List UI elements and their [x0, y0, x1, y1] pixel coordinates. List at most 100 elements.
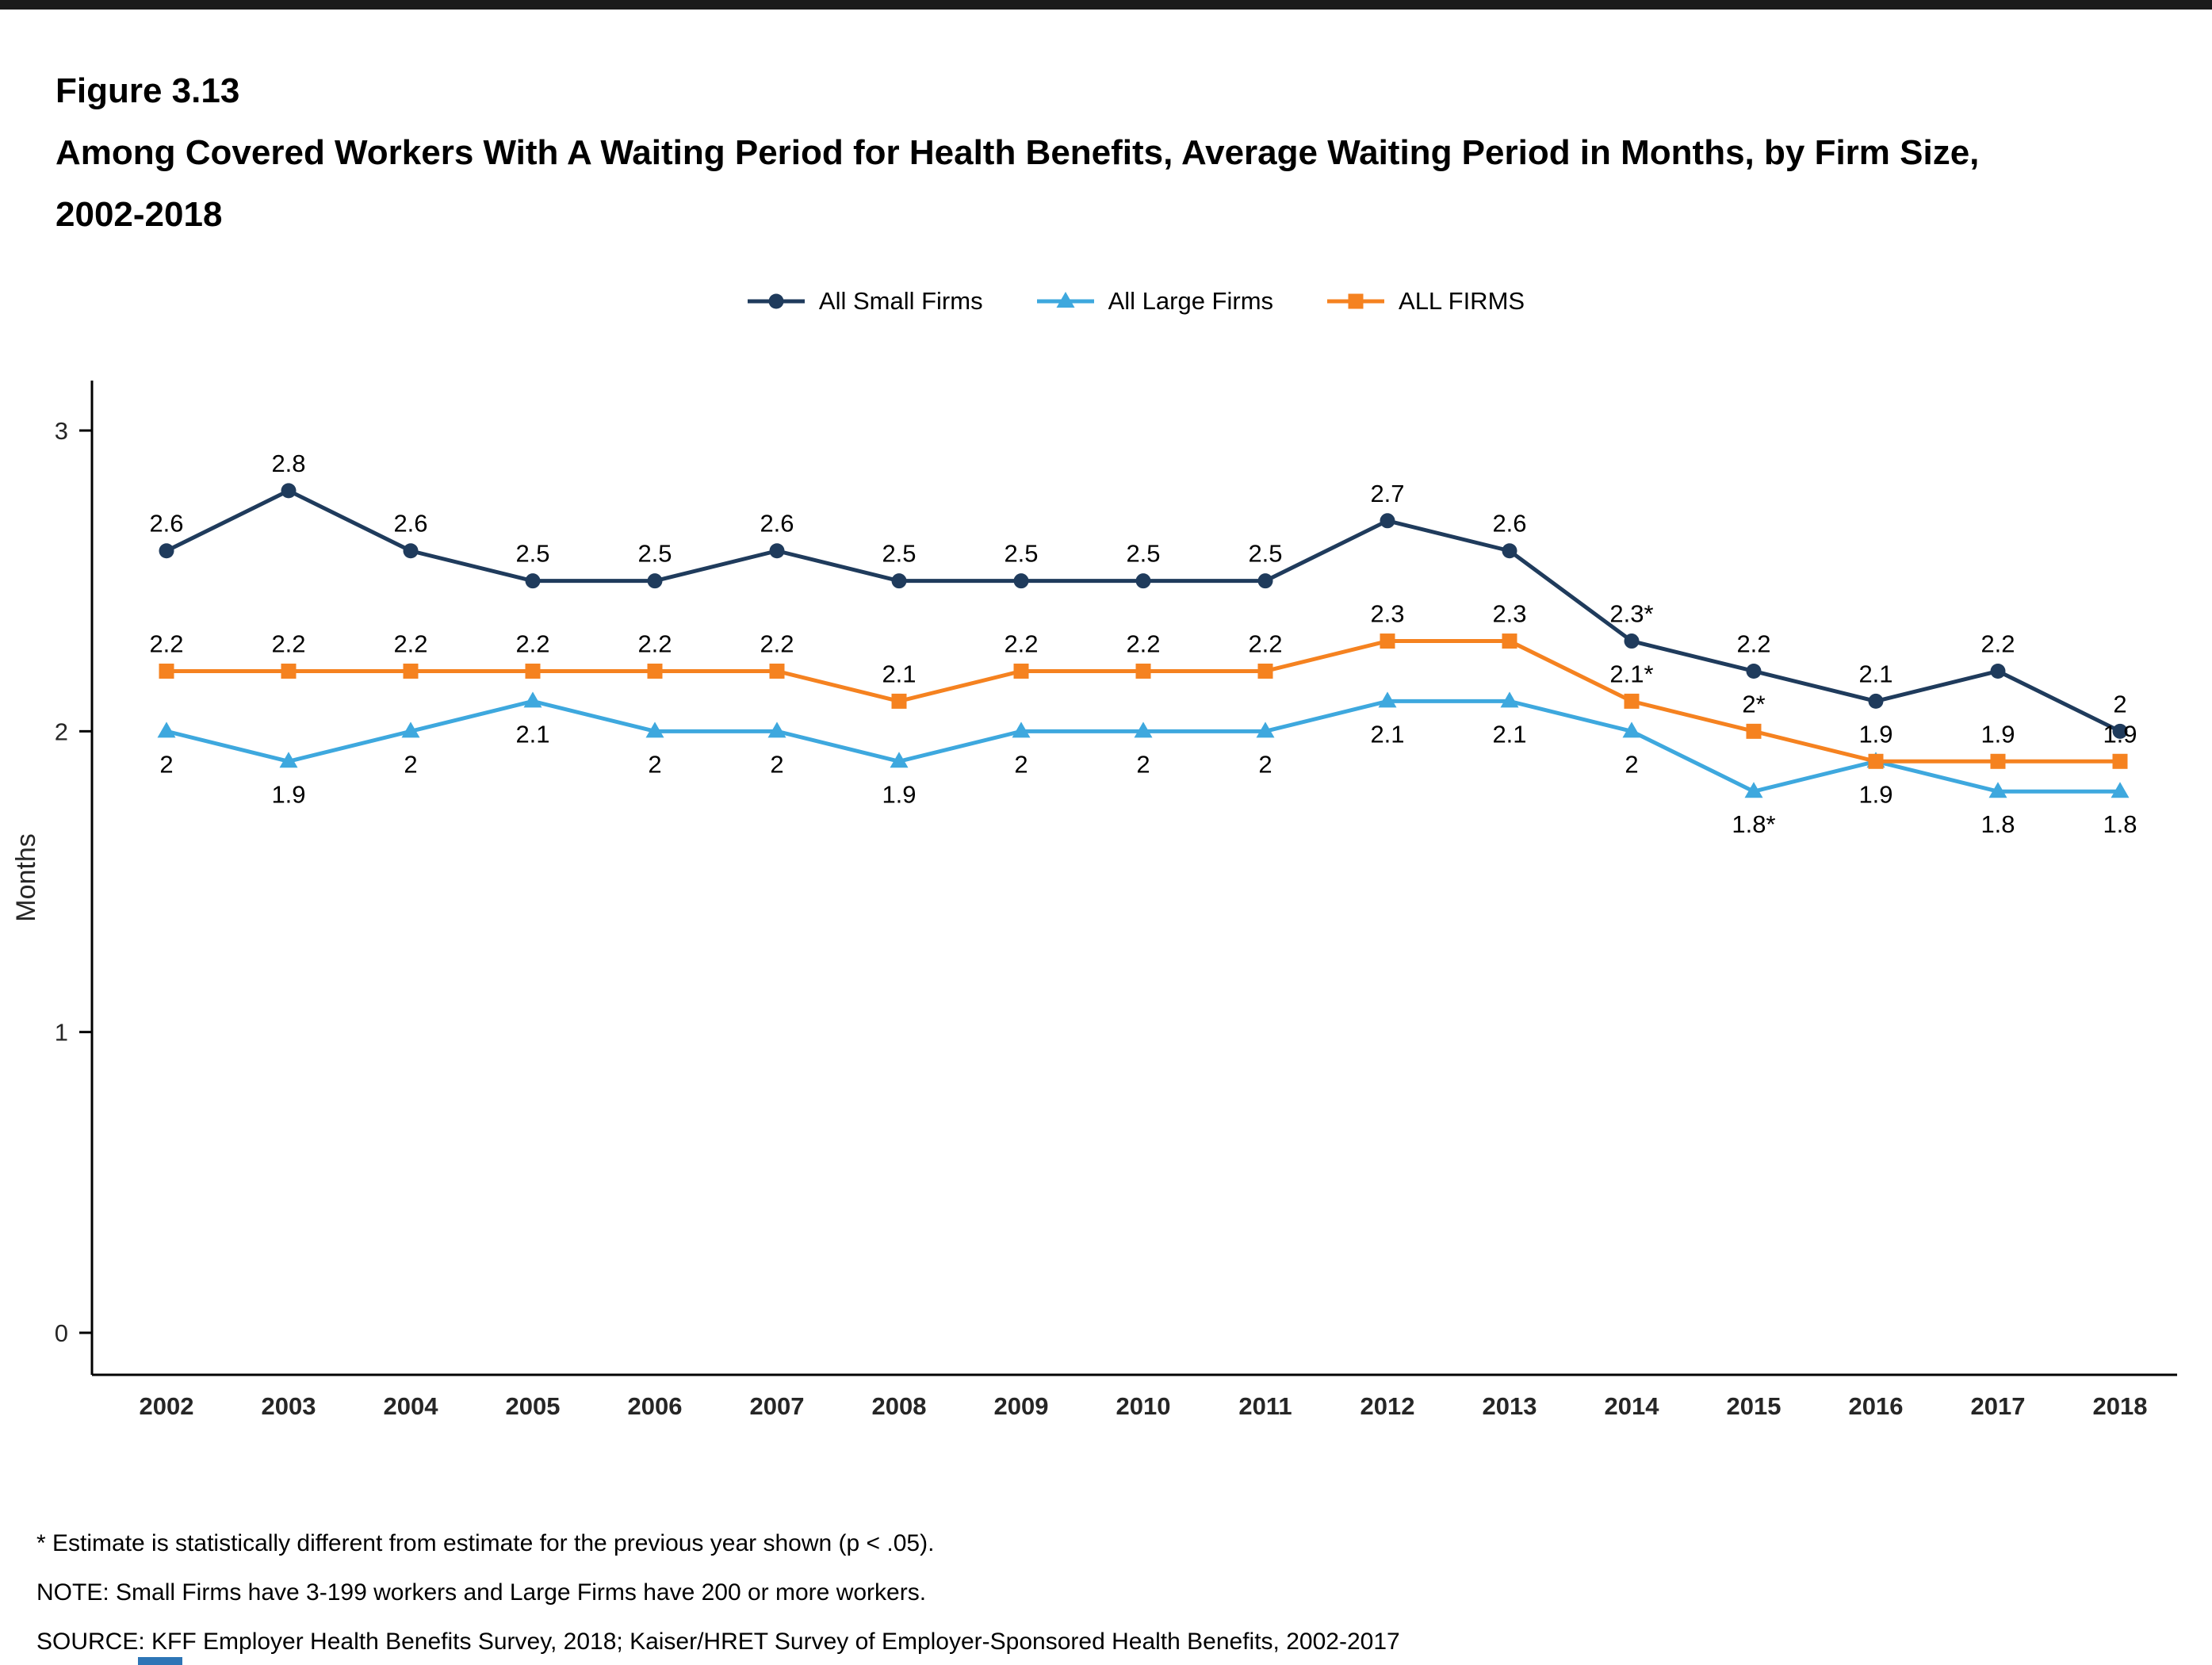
data-label: 1.8: [1980, 810, 2015, 838]
data-label: 2.1*: [1609, 660, 1653, 687]
circle-marker: [1135, 573, 1151, 589]
square-marker: [1380, 633, 1395, 649]
triangle-marker: [279, 752, 298, 768]
x-tick-label: 2018: [2093, 1392, 2148, 1420]
square-marker: [769, 663, 785, 679]
data-label: 2.1: [1858, 660, 1892, 687]
circle-marker: [647, 573, 663, 589]
data-label: 2.5: [515, 540, 549, 568]
circle-marker: [769, 543, 785, 559]
data-label: 2.8: [271, 450, 305, 477]
y-tick-label: 3: [55, 417, 68, 445]
circle-marker: [1868, 693, 1884, 709]
data-label: 2: [404, 750, 417, 778]
legend-label: ALL FIRMS: [1399, 287, 1525, 315]
data-label: 2.6: [1492, 510, 1526, 538]
data-label: 2.1: [1370, 720, 1404, 748]
data-label: 1.9: [1858, 720, 1892, 748]
data-label: 2: [1258, 750, 1272, 778]
data-label: 1.9: [271, 780, 305, 808]
data-label: 2.2: [149, 630, 183, 657]
circle-marker: [891, 573, 907, 589]
square-marker: [2112, 753, 2128, 769]
footnote-source: SOURCE: KFF Employer Health Benefits Sur…: [36, 1629, 1400, 1655]
data-label: 2*: [1742, 690, 1765, 718]
x-tick-label: 2016: [1849, 1392, 1904, 1420]
x-tick-label: 2007: [750, 1392, 805, 1420]
data-label: 2: [1136, 750, 1150, 778]
data-label: 2.5: [882, 540, 916, 568]
data-label: 1.9: [2103, 720, 2137, 748]
circle-marker: [1746, 663, 1762, 679]
figure-number: Figure 3.13: [55, 71, 240, 110]
circle-marker: [1624, 633, 1640, 649]
circle-marker: [281, 483, 297, 499]
square-marker: [1746, 723, 1762, 739]
square-marker: [1502, 633, 1517, 649]
triangle-marker: [523, 691, 542, 708]
data-label: 2.7: [1370, 480, 1404, 507]
circle-marker: [1257, 573, 1273, 589]
triangle-legend-icon: [1036, 292, 1094, 308]
data-label: 2.5: [1004, 540, 1038, 568]
data-label: 2.6: [149, 510, 183, 538]
circle-marker: [1990, 663, 2006, 679]
data-label: 2: [159, 750, 173, 778]
triangle-marker: [767, 722, 786, 738]
triangle-marker: [1744, 782, 1763, 798]
square-legend-icon: [1327, 293, 1385, 309]
x-tick-label: 2011: [1238, 1392, 1292, 1420]
series-line-square: [164, 639, 2122, 764]
legend-marker: [768, 293, 784, 309]
x-tick-label: 2005: [506, 1392, 561, 1420]
data-label: 2.5: [1126, 540, 1160, 568]
x-tick-label: 2004: [384, 1392, 439, 1420]
square-marker: [891, 693, 907, 709]
chart-legend: All Small Firms All Large Firms ALL FIRMS: [92, 287, 2177, 316]
data-label: 2.2: [1004, 630, 1038, 657]
figure-header: Figure 3.13 Among Covered Workers With A…: [55, 60, 2006, 246]
data-label: 2.2: [1248, 630, 1282, 657]
square-marker: [281, 663, 297, 679]
triangle-marker: [1012, 722, 1031, 738]
legend-label: All Large Firms: [1108, 287, 1274, 315]
x-tick-label: 2012: [1360, 1392, 1415, 1420]
data-label: 2: [770, 750, 783, 778]
legend-item: All Small Firms: [744, 287, 983, 316]
legend-marker: [1056, 292, 1075, 308]
square-marker: [159, 663, 174, 679]
waiting-period-line-chart: 0 1 2 3 2002 2003 2004 2005 2006 2007 2008 2009 2010…: [11, 381, 2177, 1420]
x-tick-label: 2002: [140, 1392, 194, 1420]
triangle-marker: [1622, 722, 1641, 738]
data-label: 2.2: [1736, 630, 1770, 657]
triangle-marker: [890, 752, 909, 768]
data-label: 2.1: [882, 660, 916, 687]
square-marker: [1990, 753, 2006, 769]
circle-legend-icon: [747, 293, 805, 309]
x-tick-label: 2014: [1605, 1392, 1660, 1420]
y-tick-label: 2: [55, 718, 68, 745]
triangle-marker: [645, 722, 664, 738]
circle-marker: [403, 543, 419, 559]
data-label: 2.3*: [1609, 600, 1653, 628]
x-tick-label: 2010: [1116, 1392, 1171, 1420]
triangle-marker: [2111, 782, 2130, 798]
data-label: 2.3: [1492, 600, 1526, 628]
legend-item: All Large Firms: [1034, 287, 1273, 316]
triangle-marker: [157, 722, 176, 738]
x-tick-label: 2003: [262, 1392, 316, 1420]
data-label: 2.2: [1980, 630, 2015, 657]
data-label: 2: [2113, 690, 2126, 718]
data-label: 2: [1014, 750, 1028, 778]
data-label: 2.6: [393, 510, 427, 538]
data-label: 2.1: [515, 720, 549, 748]
y-tick-label: 1: [55, 1019, 68, 1047]
circle-marker: [1380, 513, 1395, 529]
circle-marker: [1502, 543, 1517, 559]
data-label: 1.9: [1858, 780, 1892, 808]
x-tick-label: 2015: [1727, 1392, 1781, 1420]
data-label: 1.9: [882, 780, 916, 808]
data-label: 2.2: [760, 630, 794, 657]
data-label: 2.2: [515, 630, 549, 657]
